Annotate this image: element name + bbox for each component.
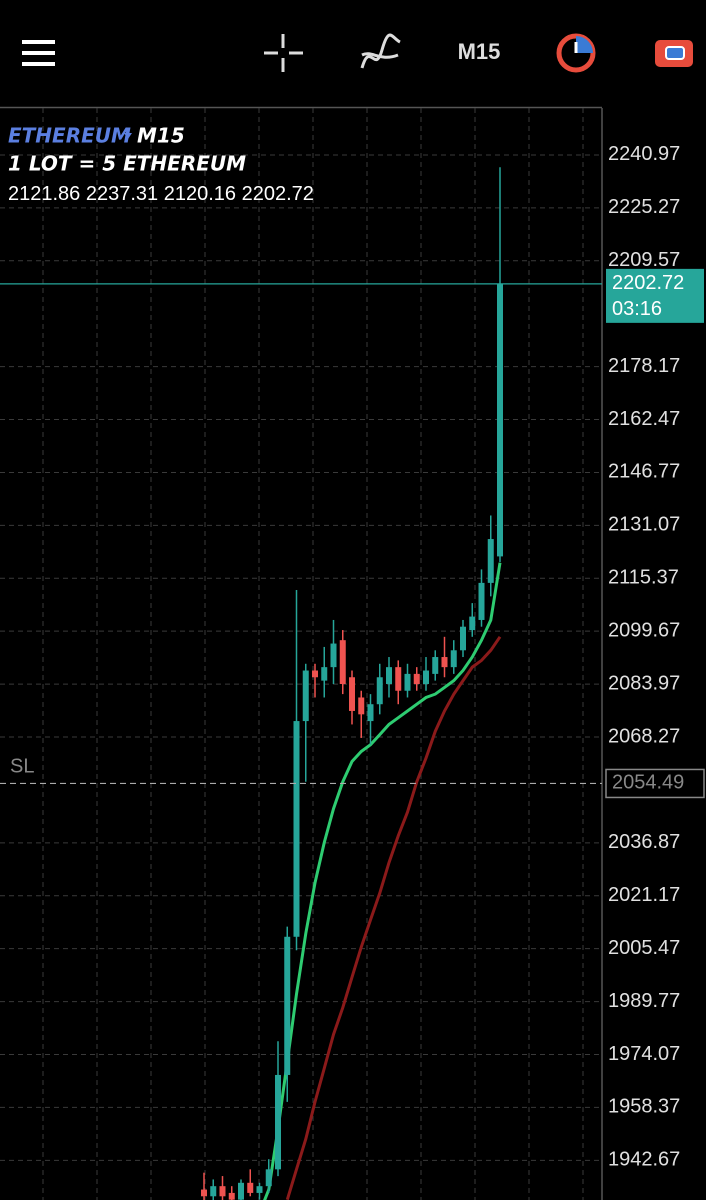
- chart-timeframe: M15: [137, 124, 185, 148]
- candle-body: [256, 1186, 263, 1193]
- y-tick-label: 2178.17: [608, 355, 680, 377]
- y-tick-label: 1989.77: [608, 990, 680, 1012]
- y-tick-label: 1974.07: [608, 1043, 680, 1065]
- candle-body: [497, 283, 503, 557]
- candle-body: [358, 697, 365, 715]
- account-button[interactable]: [655, 40, 693, 67]
- candle-body: [423, 670, 429, 684]
- trade-clock-button[interactable]: [556, 33, 596, 73]
- candle-body: [487, 539, 494, 583]
- ohlc-low: 2120.16: [164, 183, 236, 205]
- y-tick-label: 2099.67: [608, 619, 680, 641]
- candle-body: [201, 1189, 207, 1197]
- candle-body: [265, 1169, 272, 1187]
- y-tick-label: 2021.17: [608, 884, 680, 906]
- candle-body: [367, 704, 374, 722]
- ohlc-close: 2202.72: [242, 183, 314, 205]
- price-axis: 2240.97 2225.27 2209.57 2178.17 2162.47 2146.…: [605, 143, 705, 1171]
- stop-loss-value: 2054.49: [612, 772, 684, 794]
- candle-body: [386, 667, 392, 684]
- crosshair-button[interactable]: [264, 34, 303, 72]
- y-tick-label: 2146.77: [608, 461, 680, 483]
- y-tick-label: 1958.37: [608, 1096, 680, 1118]
- symbol-dropdown[interactable]: [124, 133, 132, 139]
- y-tick-label: 1942.67: [608, 1149, 680, 1171]
- candle-body: [312, 670, 318, 678]
- candle-body: [404, 673, 411, 691]
- y-tick-label: 2083.97: [608, 672, 680, 694]
- candle-body: [432, 657, 439, 674]
- candle-body: [228, 1192, 235, 1200]
- y-tick-label: 2005.47: [608, 937, 680, 959]
- candle-body: [275, 1074, 281, 1170]
- grid: [0, 108, 602, 1200]
- y-tick-label: 2131.07: [608, 514, 680, 536]
- candle-body: [395, 667, 402, 691]
- candle-body: [441, 657, 448, 668]
- symbol[interactable]: ETHEREUM: [8, 124, 131, 148]
- candle-body: [339, 640, 346, 684]
- candle-body: [460, 626, 466, 651]
- stop-loss-box: [605, 768, 705, 799]
- ohlc-high: 2237.31: [86, 183, 158, 205]
- candle-body: [302, 670, 309, 722]
- candle-body: [210, 1186, 217, 1197]
- candle-body: [469, 616, 476, 631]
- plot: [0, 167, 602, 1200]
- y-tick-label: 2115.37: [608, 567, 679, 589]
- candle-body: [247, 1182, 254, 1193]
- candle-body: [349, 677, 355, 711]
- y-tick-label: 2036.87: [608, 831, 680, 853]
- y-tick-label: 2068.27: [608, 725, 680, 747]
- candle-body: [413, 673, 420, 684]
- ohlc-open: 2121.86: [8, 183, 80, 205]
- y-tick-label: 2162.47: [608, 408, 680, 430]
- y-tick-label: 2209.57: [608, 249, 680, 271]
- countdown-label: 03:16: [612, 298, 662, 320]
- menu-button[interactable]: [22, 40, 55, 66]
- candle-body: [293, 721, 300, 937]
- candle-body: [238, 1182, 244, 1200]
- candle-body: [376, 677, 383, 705]
- current-price-label: 2202.72: [612, 272, 684, 294]
- candle-body: [450, 650, 457, 668]
- ohlc-info: 2121.86 2237.31 2120.16 2202.72: [8, 183, 314, 205]
- candle-body: [284, 936, 291, 1075]
- timeframe-button[interactable]: M15: [458, 39, 501, 64]
- moving-average: [285, 635, 502, 1200]
- candle-body: [219, 1186, 226, 1197]
- indicators-button[interactable]: [360, 33, 401, 69]
- y-tick-label: 2240.97: [608, 143, 680, 165]
- lot-info: 1 LOT = 5 ETHEREUM: [8, 152, 246, 176]
- candle-body: [321, 667, 328, 681]
- moving-average: [263, 562, 502, 1200]
- candle-body: [478, 582, 485, 620]
- current-price-box: [606, 268, 704, 323]
- y-tick-label: 2225.27: [608, 196, 680, 218]
- stop-loss-label: SL: [10, 756, 34, 778]
- candle-body: [330, 643, 337, 668]
